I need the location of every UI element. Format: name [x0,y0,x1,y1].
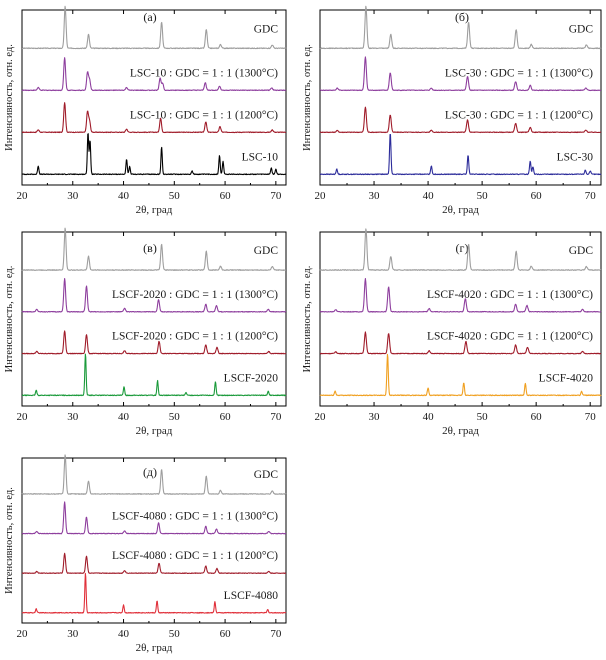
series-label: LSCF-4080 [224,590,279,602]
plot-frame [21,9,287,186]
panel-4: (г) 20 30 40 50 60 70 2θ, град Интенсивность, от… [302,228,602,437]
series-line [319,56,602,92]
series-line [21,572,287,614]
x-tick-label: 20 [315,411,327,423]
series-line [21,102,287,134]
plot-frame [319,9,602,186]
x-tick-label: 50 [169,411,181,423]
series-line [21,5,287,50]
series-line [21,57,287,92]
x-tick-label: 70 [270,411,282,423]
series-line [21,552,287,575]
x-tick-label: 60 [220,628,232,640]
series-line [319,277,602,313]
series-line [319,106,602,134]
x-tick-label: 40 [423,411,435,423]
series-label: LSC-10 : GDC = 1 : 1 (1200°C) [130,109,278,121]
series-line [21,454,287,495]
series-line [21,227,287,271]
x-tick-label: 60 [531,411,543,423]
panel-2: (б) 20 30 40 50 60 70 2θ, град Интенсивность, от… [302,5,602,216]
x-axis-label: 2θ, град [136,425,173,437]
series-label: GDC [254,245,279,257]
series-label: LSCF-4080 : GDC = 1 : 1 (1200°C) [112,550,278,562]
y-axis-label: Интенсивность, отн. ед. [4,44,15,151]
panel-title: (б) [455,10,469,24]
y-axis-label: Интенсивность, отн. ед. [302,266,313,373]
series-line [21,501,287,535]
panel-3: (в) 20 30 40 50 60 70 2θ, град Интенсивность, от… [4,227,287,437]
x-tick-label: 40 [423,190,435,202]
x-tick-label: 50 [477,190,489,202]
series-line [319,353,602,397]
series-label: LSCF-4080 : GDC = 1 : 1 (1300°C) [112,511,278,523]
series-label: LSCF-2020 : GDC = 1 : 1 (1200°C) [112,331,278,343]
x-tick-label: 70 [270,190,282,202]
x-tick-label: 30 [369,190,381,202]
y-axis-label: Интенсивность, отн. ед. [4,487,15,594]
y-axis-label: Интенсивность, отн. ед. [4,266,15,373]
series-label: LSC-10 : GDC = 1 : 1 (1300°C) [130,67,278,79]
plot-frame [21,231,287,407]
series-label: LSC-30 [557,151,594,163]
x-tick-label: 30 [67,628,79,640]
series-label: LSC-10 [242,151,279,163]
x-tick-label: 50 [169,190,181,202]
series-label: LSCF-4020 : GDC = 1 : 1 (1200°C) [427,331,593,343]
panel-5: (д) 20 30 40 50 60 70 2θ, град Интенсивность, от… [4,454,287,654]
panel-title: (а) [143,10,156,24]
x-tick-label: 30 [369,411,381,423]
series-line [319,331,602,355]
x-tick-label: 30 [67,190,79,202]
panel-title: (г) [456,241,469,255]
series-line [319,5,602,50]
series-line [319,228,602,271]
x-tick-label: 60 [531,190,543,202]
x-tick-label: 70 [270,628,282,640]
y-axis-label: Интенсивность, отн. ед. [302,44,313,151]
x-axis-label: 2θ, град [136,204,173,216]
series-line [21,278,287,313]
series-label: LSC-30 : GDC = 1 : 1 (1200°C) [445,109,593,121]
x-tick-label: 20 [315,190,327,202]
x-axis-label: 2θ, град [442,425,479,437]
x-tick-label: 40 [118,190,130,202]
x-tick-label: 40 [118,628,130,640]
panel-title: (д) [143,465,157,479]
series-label: LSCF-4020 : GDC = 1 : 1 (1300°C) [427,289,593,301]
plot-frame [21,457,287,624]
x-tick-label: 30 [67,411,79,423]
series-label: LSC-30 : GDC = 1 : 1 (1300°C) [445,67,593,79]
series-line [21,330,287,355]
series-label: GDC [569,245,594,257]
series-line [319,133,602,176]
x-tick-label: 70 [585,190,597,202]
x-tick-label: 70 [585,411,597,423]
panel-title: (в) [143,241,157,255]
x-axis-label: 2θ, град [442,204,479,216]
panel-1: (а) 20 30 40 50 60 70 2θ, град Интенсивность, от… [4,5,287,216]
series-label: LSCF-4020 [539,372,594,384]
series-line [21,133,287,176]
x-tick-label: 50 [477,411,489,423]
x-tick-label: 40 [118,411,130,423]
series-line [21,353,287,397]
series-label: GDC [569,23,594,35]
x-tick-label: 20 [17,628,29,640]
plot-frame [319,231,602,407]
x-tick-label: 20 [17,190,29,202]
series-label: GDC [254,469,279,481]
x-tick-label: 50 [169,628,181,640]
series-label: LSCF-2020 [224,372,279,384]
x-axis-label: 2θ, град [136,642,173,654]
x-tick-label: 20 [17,411,29,423]
x-tick-label: 60 [220,411,232,423]
x-tick-label: 60 [220,190,232,202]
series-label: GDC [254,23,279,35]
series-label: LSCF-2020 : GDC = 1 : 1 (1300°C) [112,289,278,301]
